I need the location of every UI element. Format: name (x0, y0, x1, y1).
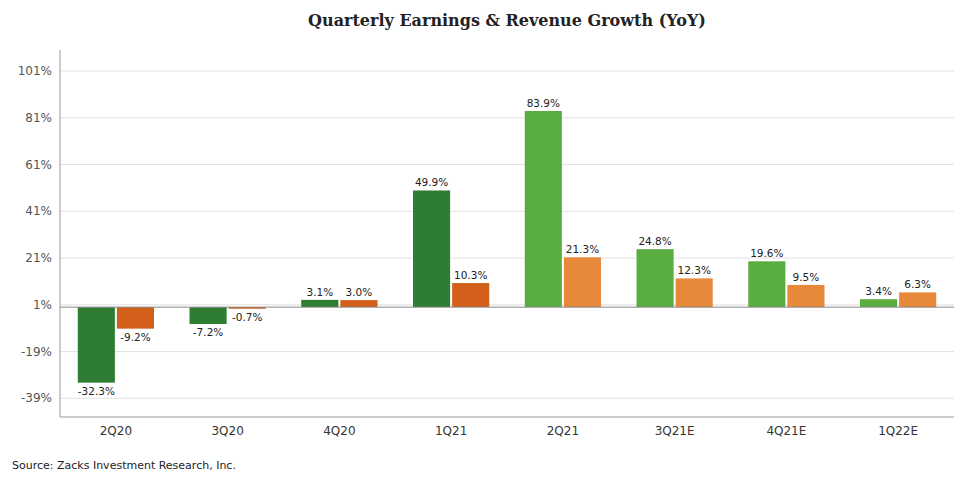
y-axis-line (60, 50, 61, 417)
bar (78, 307, 115, 383)
bar (117, 307, 154, 329)
x-axis-line (60, 417, 954, 418)
y-tick-label: -19% (21, 345, 52, 359)
x-axis: 2Q20 3Q20 4Q20 1Q21 2Q21 3Q21E 4Q21E 1Q22E (100, 424, 918, 438)
grid-line (60, 211, 954, 212)
bar (637, 249, 674, 307)
y-tick-label: 21% (25, 251, 52, 265)
data-label: 3.1% (306, 286, 333, 298)
bar (452, 283, 489, 307)
zero-line (60, 307, 954, 308)
bar (190, 307, 227, 324)
grid-line (60, 398, 954, 399)
bar (748, 261, 785, 307)
grid-line (60, 351, 954, 352)
data-label: 10.3% (454, 269, 487, 281)
bar (860, 299, 897, 307)
data-label: 3.0% (346, 286, 373, 298)
x-tick-label: 2Q20 (100, 424, 132, 438)
y-tick-label: 1% (33, 298, 52, 312)
data-label: 3.4% (865, 285, 892, 297)
bar (899, 292, 936, 307)
title: Quarterly Earnings & Revenue Growth (YoY… (308, 11, 706, 30)
y-axis: -39% -19% 1% 21% 41% 61% 81% 101% (18, 50, 954, 417)
bar (676, 278, 713, 307)
data-label: 21.3% (566, 243, 599, 255)
source-note: Source: Zacks Investment Research, Inc. (12, 459, 236, 472)
chart: Quarterly Earnings & Revenue Growth (YoY… (0, 0, 974, 479)
x-tick-label: 4Q21E (766, 424, 806, 438)
x-tick-label: 3Q20 (211, 424, 243, 438)
data-label: 83.9% (527, 97, 560, 109)
data-label: 19.6% (750, 247, 783, 259)
x-tick-label: 2Q21 (547, 424, 579, 438)
x-tick-label: 3Q21E (655, 424, 695, 438)
bar (301, 300, 338, 307)
y-tick-label: 61% (25, 158, 52, 172)
data-label: -9.2% (120, 331, 150, 343)
x-tick-label: 1Q22E (878, 424, 918, 438)
y-tick-label: 41% (25, 204, 52, 218)
grid-line (60, 117, 954, 118)
bar (525, 111, 562, 307)
data-label: -32.3% (78, 385, 115, 397)
grid (60, 71, 954, 398)
y-tick-label: -39% (21, 391, 52, 405)
data-label: 49.9% (415, 176, 448, 188)
data-labels: -32.3% -7.2% 3.1% 49.9% 83.9% 24.8% 19.6% 3.4% -… (78, 97, 931, 397)
bar (340, 300, 377, 307)
grid-line (60, 71, 954, 72)
data-label: 12.3% (678, 264, 711, 276)
bar (564, 257, 601, 307)
y-tick-label: 81% (25, 111, 52, 125)
x-tick-label: 4Q20 (323, 424, 355, 438)
data-label: -7.2% (193, 326, 223, 338)
y-tick-label: 101% (18, 64, 52, 78)
data-label: 6.3% (904, 278, 931, 290)
grid-line (60, 164, 954, 165)
grid-line (60, 258, 954, 259)
bar (413, 190, 450, 307)
x-tick-label: 1Q21 (435, 424, 467, 438)
data-label: 9.5% (793, 271, 820, 283)
bars (78, 111, 936, 383)
data-label: 24.8% (638, 235, 671, 247)
bar (787, 285, 824, 307)
data-label: -0.7% (232, 311, 262, 323)
